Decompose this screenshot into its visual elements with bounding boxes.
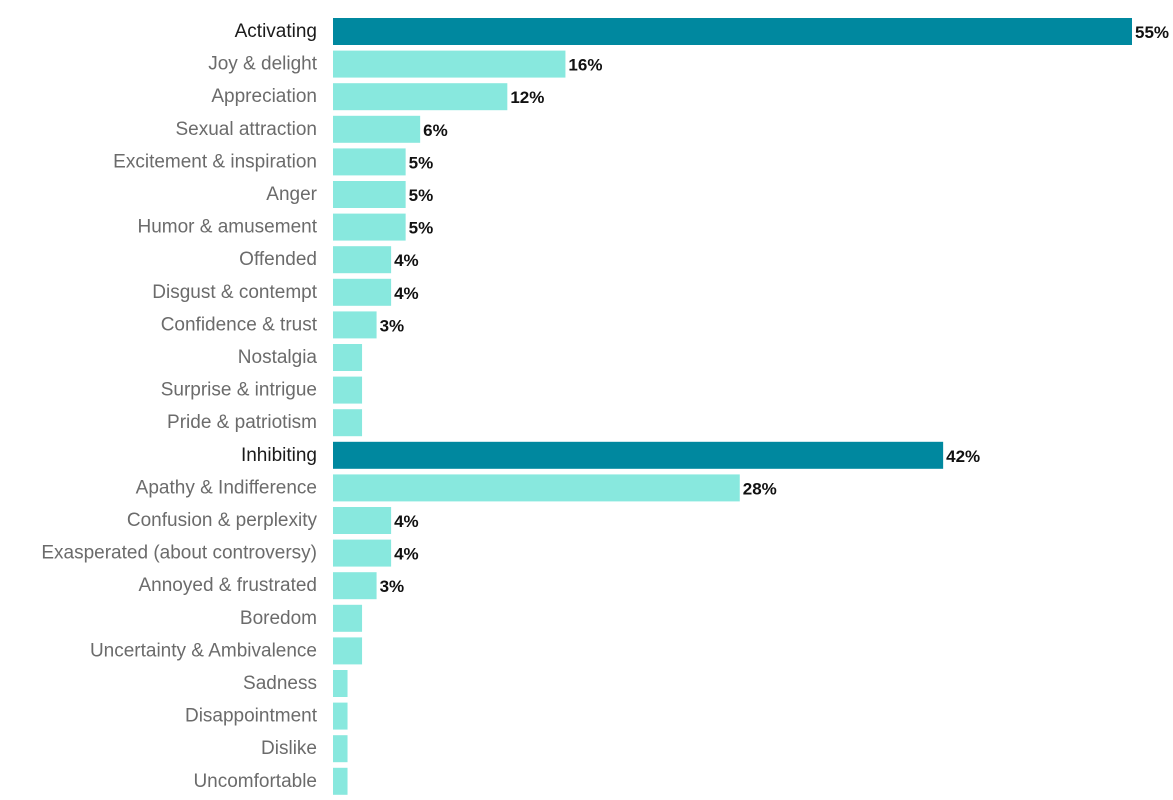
bar-humor-amusement <box>333 213 406 241</box>
value-label-offended: 4% <box>394 251 419 270</box>
value-label-apathy-indifference: 28% <box>743 479 777 498</box>
category-label-confusion-perplexity: Confusion & perplexity <box>127 510 318 531</box>
category-labels: Activating Joy & delight Appreciation Sexua… <box>41 21 317 792</box>
category-label-offended: Offended <box>239 249 317 270</box>
bar-disgust-contempt <box>333 278 392 306</box>
bar-boredom <box>333 604 363 632</box>
bar-disappointment <box>333 702 348 730</box>
bar-confusion-perplexity <box>333 507 392 534</box>
bar-uncomfortable <box>333 767 348 795</box>
value-label-disgust-contempt: 4% <box>394 284 419 303</box>
bars-layer <box>333 18 1132 795</box>
value-label-inhibiting: 42% <box>946 447 980 466</box>
bar-appreciation <box>333 83 508 111</box>
value-label-anger: 5% <box>409 186 434 205</box>
bar-offended <box>333 246 392 274</box>
category-label-sadness: Sadness <box>243 673 317 694</box>
category-label-appreciation: Appreciation <box>211 86 317 107</box>
bar-sadness <box>333 670 348 697</box>
category-label-inhibiting: Inhibiting <box>241 445 317 466</box>
category-label-uncertainty-ambivalence: Uncertainty & Ambivalence <box>90 640 317 661</box>
bar-confidence-trust <box>333 311 377 339</box>
bar-nostalgia <box>333 344 363 371</box>
bar-dislike <box>333 735 348 763</box>
category-label-disgust-contempt: Disgust & contempt <box>152 282 317 303</box>
bar-annoyed-frustrated <box>333 572 377 600</box>
bar-pride-patriotism <box>333 409 363 437</box>
value-label-humor-amusement: 5% <box>409 219 434 238</box>
category-label-dislike: Dislike <box>261 738 317 759</box>
category-label-sexual-attraction: Sexual attraction <box>175 119 317 140</box>
value-labels: 55% 16% 12% 6% 5% 5% 5% 4% 4% 3% 42% 28% 4% 4% 3% <box>380 23 1169 596</box>
value-label-annoyed-frustrated: 3% <box>380 577 405 596</box>
bar-exasperated-about-controversy <box>333 539 392 567</box>
category-label-joy-delight: Joy & delight <box>208 54 318 75</box>
category-label-excitement-inspiration: Excitement & inspiration <box>113 151 317 172</box>
category-label-surprise-intrigue: Surprise & intrigue <box>161 380 317 401</box>
category-label-disappointment: Disappointment <box>185 706 318 727</box>
value-label-exasperated-about-controversy: 4% <box>394 545 419 564</box>
value-label-excitement-inspiration: 5% <box>409 153 434 172</box>
value-label-appreciation: 12% <box>510 88 544 107</box>
category-label-exasperated-about-controversy: Exasperated (about controversy) <box>41 543 317 564</box>
category-label-humor-amusement: Humor & amusement <box>137 217 317 238</box>
bar-anger <box>333 181 406 208</box>
category-label-boredom: Boredom <box>240 608 317 629</box>
bar-inhibiting <box>333 441 944 469</box>
value-label-sexual-attraction: 6% <box>423 121 448 140</box>
category-label-activating: Activating <box>235 21 317 42</box>
category-label-nostalgia: Nostalgia <box>238 347 318 368</box>
category-label-anger: Anger <box>266 184 317 205</box>
bar-joy-delight <box>333 50 566 78</box>
bar-sexual-attraction <box>333 115 421 143</box>
category-label-pride-patriotism: Pride & patriotism <box>167 412 317 433</box>
category-label-uncomfortable: Uncomfortable <box>193 771 317 792</box>
value-label-confusion-perplexity: 4% <box>394 512 419 531</box>
bar-activating <box>333 18 1132 45</box>
bar-excitement-inspiration <box>333 148 406 176</box>
bar-apathy-indifference <box>333 474 740 502</box>
category-label-confidence-trust: Confidence & trust <box>161 314 318 335</box>
value-label-joy-delight: 16% <box>568 56 602 75</box>
bar-uncertainty-ambivalence <box>333 637 363 665</box>
value-label-activating: 55% <box>1135 23 1169 42</box>
bar-surprise-intrigue <box>333 376 363 404</box>
category-label-apathy-indifference: Apathy & Indifference <box>136 477 317 498</box>
value-label-confidence-trust: 3% <box>380 316 405 335</box>
category-label-annoyed-frustrated: Annoyed & frustrated <box>139 575 318 596</box>
